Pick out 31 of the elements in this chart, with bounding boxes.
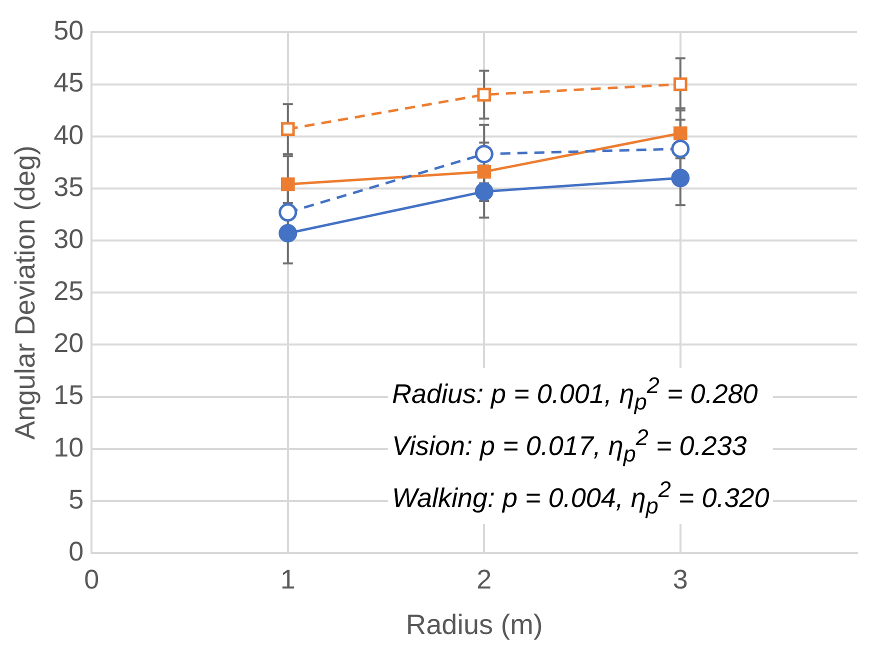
y-tick-label: 5 — [68, 484, 84, 514]
point — [671, 140, 690, 158]
y-tick-label: 0 — [68, 536, 84, 566]
y-tick-label: 45 — [54, 68, 84, 98]
annotation: Vision: p = 0.017, η$_{p}$$^{2}$ = 0.233 — [392, 424, 748, 468]
x-tick-label: 2 — [476, 564, 492, 595]
x-axis-title: Radius (m) — [406, 608, 543, 640]
point — [278, 224, 298, 242]
point — [673, 126, 688, 140]
y-tick-label: 40 — [54, 120, 84, 150]
y-tick-label: 15 — [54, 380, 84, 410]
y-tick-label: 10 — [54, 432, 84, 462]
point — [671, 168, 690, 188]
y-tick-label: 20 — [54, 328, 84, 358]
point — [474, 144, 494, 164]
y-tick-label: 50 — [54, 16, 84, 46]
point — [477, 88, 492, 102]
point — [673, 77, 688, 92]
y-tick-label: 30 — [54, 224, 84, 254]
point — [280, 177, 295, 192]
point — [477, 164, 492, 179]
x-tick-label: 3 — [672, 564, 688, 595]
annotation: Walking: p = 0.004, η$_{p}$$^{2}$ = 0.320 — [392, 476, 770, 520]
y-tick-label: 25 — [54, 276, 84, 306]
point — [280, 122, 295, 136]
annotation: Radius: p = 0.001, η$_{p}$$^{2}$ = 0.280 — [392, 372, 759, 416]
y-axis-title: Angular Deviation (deg) — [10, 146, 41, 440]
point — [278, 203, 298, 222]
y-tick-label: 35 — [54, 172, 84, 202]
point — [474, 182, 494, 201]
x-tick-label: 1 — [280, 564, 296, 595]
